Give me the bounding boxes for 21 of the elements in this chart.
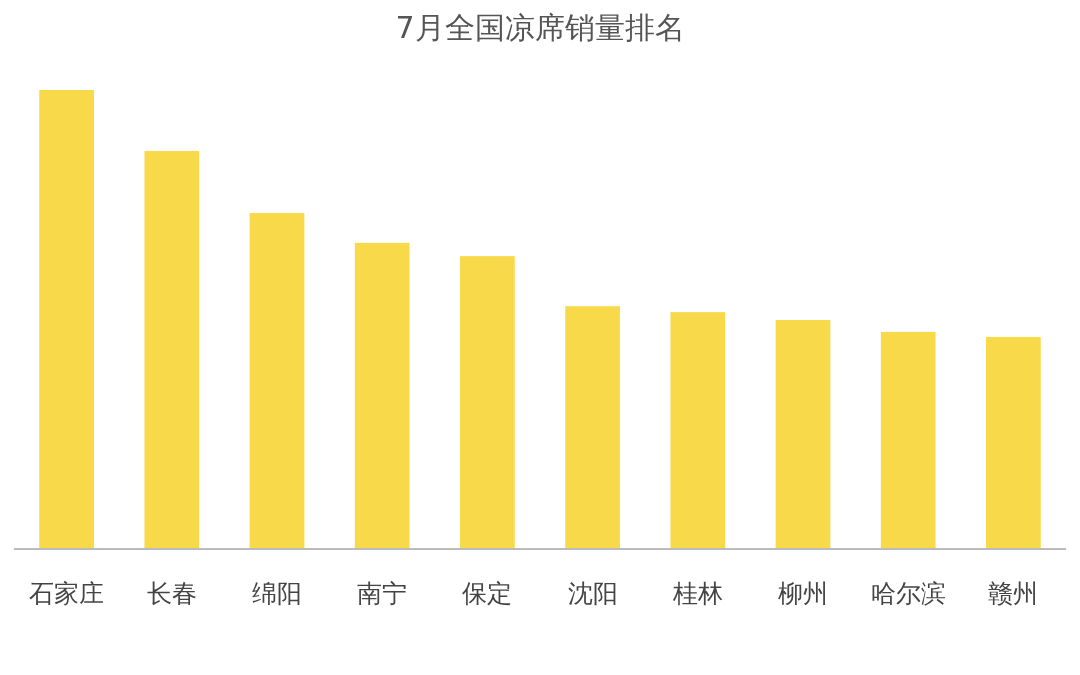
bar [880,331,936,549]
x-tick-label: 桂林 [671,579,723,608]
x-tick-label: 石家庄 [29,579,105,608]
x-tick-label: 赣州 [988,579,1039,608]
x-tick-label: 柳州 [778,579,828,608]
bar [144,151,200,549]
bar [670,312,726,549]
bar [986,336,1041,549]
bar [249,213,305,549]
x-tick-label: 哈尔滨 [870,579,946,608]
chart-title: 7月全国凉席销量排名 [395,10,685,45]
x-tick-label: 沈阳 [567,579,618,608]
x-tick-label: 绵阳 [252,579,302,608]
x-tick-label: 保定 [462,579,513,608]
x-tick-label: 长春 [146,579,197,608]
bar [775,319,831,549]
bar [565,306,620,549]
bar [354,242,410,549]
bar [460,256,515,549]
bar [39,90,94,549]
x-tick-label: 南宁 [357,579,408,608]
